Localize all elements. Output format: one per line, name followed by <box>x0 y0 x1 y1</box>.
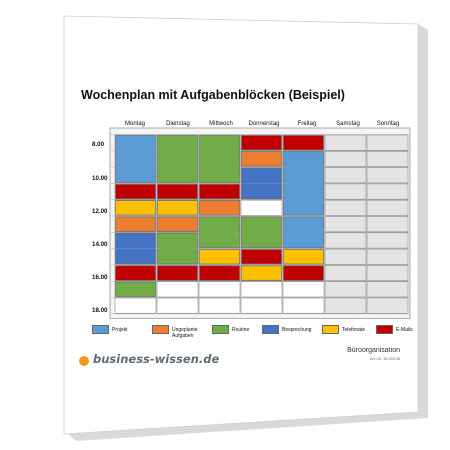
task-block-emails <box>115 184 156 199</box>
legend-swatch <box>322 325 339 334</box>
empty-slot <box>366 151 409 167</box>
empty-slot <box>198 281 241 298</box>
time-label: 16.00 <box>92 274 108 281</box>
empty-slot <box>156 281 199 298</box>
legend-label: Besprechung <box>282 327 312 333</box>
empty-slot <box>366 248 409 265</box>
empty-slot <box>240 199 283 216</box>
task-block-ungeplant <box>241 151 282 167</box>
legend-swatch <box>212 325 229 334</box>
empty-slot <box>324 216 367 233</box>
empty-slot <box>324 248 367 265</box>
empty-slot <box>282 297 325 314</box>
legend-label: E-Mails <box>396 327 413 333</box>
time-label: 18.00 <box>92 307 108 314</box>
day-header-sat: Samstag <box>336 121 360 127</box>
empty-slot <box>366 134 409 151</box>
empty-slot <box>366 183 409 200</box>
logo-dot-icon <box>79 356 89 366</box>
empty-slot <box>366 216 409 233</box>
day-header-fri: Freitag <box>297 121 317 127</box>
empty-slot <box>366 232 409 249</box>
empty-slot <box>324 134 367 151</box>
empty-slot <box>324 265 367 281</box>
footer-category: Büroorganisation <box>347 347 400 354</box>
legend-swatch <box>376 325 393 334</box>
empty-slot <box>324 151 367 167</box>
time-label: 12.00 <box>92 208 108 215</box>
task-block-routine <box>199 135 240 183</box>
task-block-emails <box>199 265 240 281</box>
footer-article-number: Art.-Nr. 36.003.06 <box>370 357 400 361</box>
task-block-emails <box>241 135 282 151</box>
legend-label: Ungeplante Aufgaben <box>172 327 198 339</box>
task-block-telefonate <box>115 200 156 216</box>
empty-slot <box>366 265 409 281</box>
day-header-tue: Dienstag <box>166 121 190 127</box>
legend-label: Telefonate <box>342 327 366 333</box>
task-block-ungeplant <box>115 216 156 232</box>
task-block-routine <box>157 135 198 183</box>
task-block-emails <box>199 184 240 199</box>
legend-swatch <box>262 325 279 334</box>
task-block-emails <box>157 184 198 199</box>
empty-slot <box>156 297 199 314</box>
task-block-telefonate <box>157 200 198 216</box>
empty-slot <box>324 232 367 249</box>
empty-slot <box>366 199 409 216</box>
legend-label: Routine <box>232 327 250 333</box>
day-header-thu: Donnerstag <box>248 121 280 127</box>
task-block-emails <box>283 135 324 151</box>
day-header-wed: Mittwoch <box>209 121 233 127</box>
empty-slot <box>366 167 409 184</box>
empty-slot <box>366 297 409 314</box>
brand-logo: business-wissen.de <box>93 352 220 366</box>
task-block-emails <box>241 249 282 265</box>
time-label: 8.00 <box>92 141 105 148</box>
task-block-ungeplant <box>199 200 240 216</box>
legend-swatch <box>92 325 109 334</box>
task-block-emails <box>283 265 324 281</box>
empty-slot <box>114 297 157 314</box>
page-title: Wochenplan mit Aufgabenblöcken (Beispiel… <box>81 88 345 102</box>
empty-slot <box>324 297 367 314</box>
empty-slot <box>324 183 367 200</box>
empty-slot <box>366 281 409 298</box>
empty-slot <box>282 281 325 298</box>
task-block-emails <box>115 265 156 281</box>
task-block-telefonate <box>199 249 240 265</box>
legend-swatch <box>152 325 169 334</box>
task-block-ungeplant <box>157 216 198 232</box>
day-header-mon: Montag <box>124 121 145 127</box>
empty-slot <box>324 281 367 298</box>
time-label: 10.00 <box>92 175 108 182</box>
task-block-projekt <box>115 135 156 183</box>
task-block-telefonate <box>283 249 324 265</box>
empty-slot <box>240 297 283 314</box>
empty-slot <box>324 167 367 184</box>
task-block-telefonate <box>241 265 282 281</box>
empty-slot <box>198 297 241 314</box>
empty-slot <box>240 281 283 298</box>
task-block-routine <box>115 281 156 297</box>
empty-slot <box>324 199 367 216</box>
task-block-emails <box>157 265 198 281</box>
time-label: 14.00 <box>92 241 108 248</box>
day-header-sun: Sonntag <box>376 121 400 127</box>
legend-label: Projekt <box>112 327 128 333</box>
